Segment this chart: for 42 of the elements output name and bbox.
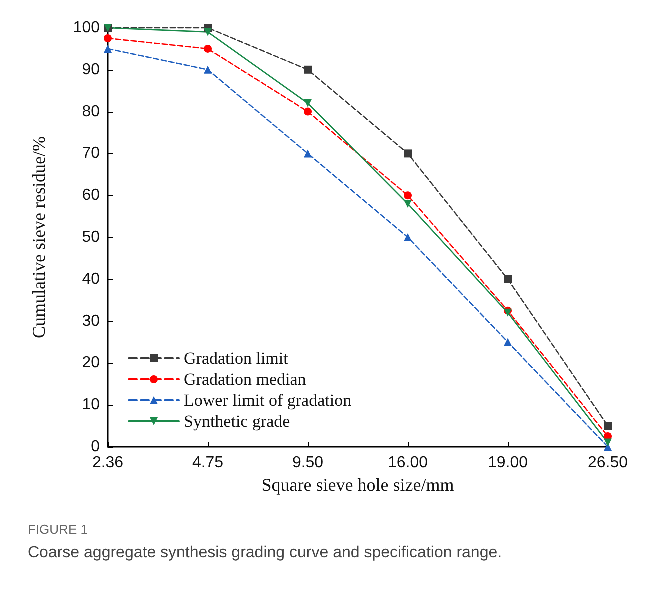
y-tick-label: 20 bbox=[82, 354, 100, 372]
y-axis-title: Cumulative sieve residue/% bbox=[29, 136, 49, 338]
x-axis-title: Square sieve hole size/mm bbox=[262, 474, 454, 495]
point bbox=[104, 34, 112, 42]
point bbox=[604, 422, 612, 430]
x-tick-label: 9.50 bbox=[292, 454, 324, 472]
point bbox=[404, 200, 412, 208]
point bbox=[104, 44, 112, 53]
legend-label: Gradation limit bbox=[184, 349, 289, 368]
point bbox=[304, 150, 312, 158]
y-tick-label: 0 bbox=[91, 438, 100, 456]
y-tick-label: 10 bbox=[82, 396, 100, 414]
y-tick-label: 50 bbox=[82, 229, 100, 246]
y-tick-label: 80 bbox=[82, 103, 100, 120]
point bbox=[604, 438, 612, 447]
legend-label: Gradation median bbox=[184, 370, 307, 389]
y-tick-label: 40 bbox=[82, 270, 100, 288]
point bbox=[404, 192, 412, 200]
y-tick-label: 30 bbox=[82, 312, 100, 330]
x-tick-label: 26.50 bbox=[588, 454, 628, 472]
point bbox=[504, 338, 512, 346]
y-tick-label: 70 bbox=[82, 145, 100, 162]
y-tick-label: 100 bbox=[73, 20, 100, 36]
point bbox=[404, 234, 412, 242]
point bbox=[404, 150, 412, 158]
x-tick-label: 4.75 bbox=[192, 454, 224, 472]
x-tick-label: 19.00 bbox=[488, 454, 528, 472]
y-tick-label: 60 bbox=[82, 187, 100, 204]
legend-label: Synthetic grade bbox=[184, 412, 290, 431]
point bbox=[504, 275, 512, 284]
point bbox=[204, 66, 212, 74]
y-tick-label: 90 bbox=[82, 61, 100, 78]
x-tick-label: 2.36 bbox=[92, 454, 124, 472]
point bbox=[304, 108, 312, 116]
point bbox=[204, 28, 212, 36]
point bbox=[304, 66, 312, 74]
caption: FIGURE 1 bbox=[28, 522, 88, 537]
point bbox=[304, 99, 312, 108]
legend-label: Lower limit of gradation bbox=[184, 391, 352, 410]
point bbox=[204, 44, 212, 53]
text: Coarse aggregate synthesis grading curve and specification range. bbox=[28, 544, 502, 562]
x-tick-label: 16.00 bbox=[388, 454, 428, 472]
